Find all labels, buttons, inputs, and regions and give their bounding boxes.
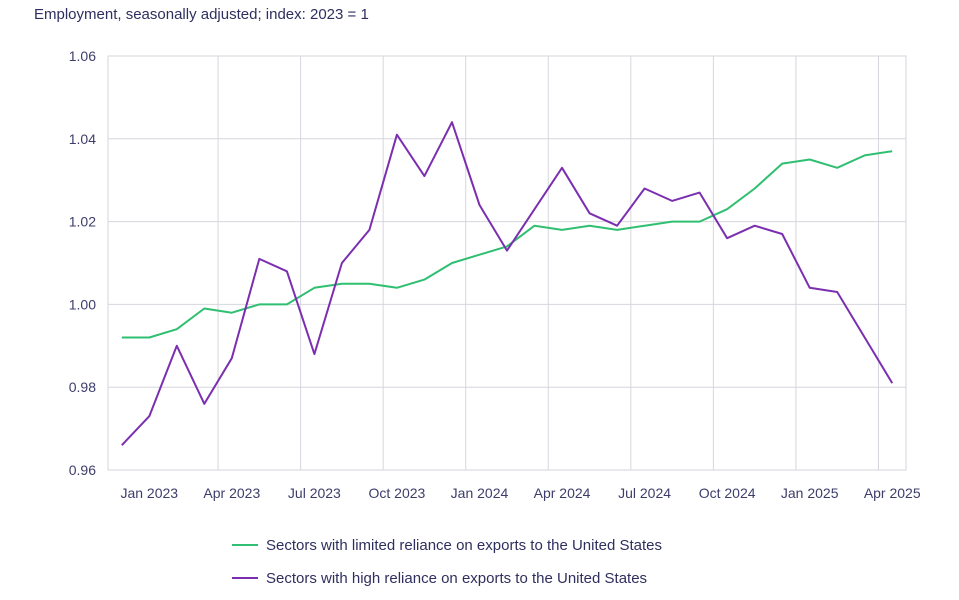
legend-swatch-limited xyxy=(232,544,258,546)
gridlines xyxy=(107,55,907,471)
y-tick-label: 1.00 xyxy=(69,296,96,312)
legend: Sectors with limited reliance on exports… xyxy=(232,534,662,600)
y-tick-label: 1.04 xyxy=(69,131,96,147)
legend-item-limited: Sectors with limited reliance on exports… xyxy=(232,534,662,556)
y-tick-label: 0.96 xyxy=(69,462,96,478)
line-chart: 0.96 0.98 1.00 1.02 1.04 1.06 Jan 2023 Apr 202… xyxy=(69,48,921,501)
legend-item-high: Sectors with high reliance on exports to… xyxy=(232,567,662,589)
x-tick-label: Jan 2023 xyxy=(120,485,178,501)
x-tick-label: Oct 2023 xyxy=(369,485,426,501)
legend-label-limited: Sectors with limited reliance on exports… xyxy=(266,536,663,554)
x-axis-ticks: Jan 2023 Apr 2023 Jul 2023 Oct 2023 Jan 2024… xyxy=(120,485,920,501)
y-tick-label: 0.98 xyxy=(69,379,96,395)
x-tick-label: Jul 2024 xyxy=(618,485,671,501)
y-tick-label: 1.02 xyxy=(69,214,96,230)
x-tick-label: Apr 2023 xyxy=(203,485,260,501)
x-tick-label: Jan 2024 xyxy=(451,485,509,501)
plot-frame xyxy=(107,55,907,471)
x-tick-label: Jan 2025 xyxy=(781,485,839,501)
series-line-limited xyxy=(121,150,893,339)
x-tick-label: Apr 2024 xyxy=(534,485,591,501)
x-tick-label: Oct 2024 xyxy=(699,485,756,501)
y-tick-label: 1.06 xyxy=(69,48,96,64)
series-line-high xyxy=(121,121,894,446)
legend-swatch-high xyxy=(232,577,258,579)
x-tick-label: Jul 2023 xyxy=(288,485,341,501)
chart-subtitle: Employment, seasonally adjusted; index: … xyxy=(34,6,369,23)
x-tick-label: Apr 2025 xyxy=(864,485,921,501)
legend-label-high: Sectors with high reliance on exports to… xyxy=(266,569,648,587)
series-lines xyxy=(121,121,894,446)
y-axis-ticks: 0.96 0.98 1.00 1.02 1.04 1.06 xyxy=(69,48,96,478)
